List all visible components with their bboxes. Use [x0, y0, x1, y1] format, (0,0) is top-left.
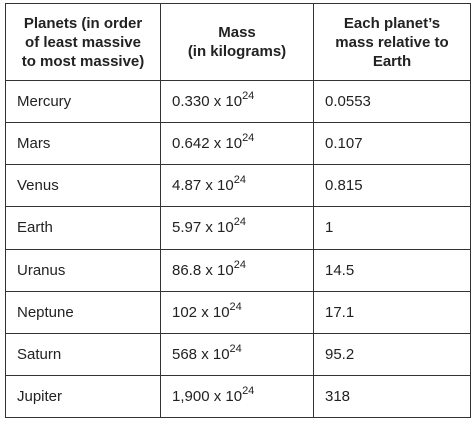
mass-base: 4.87 x 10	[172, 177, 234, 195]
header-line: Each planet’s	[343, 14, 441, 32]
mass-exponent: 24	[242, 132, 255, 145]
header-cell: Planets (in order of least massive to most…	[5, 3, 161, 81]
planet-table: Planets (in order of least massive to most…	[5, 3, 471, 419]
relative-mass-cell: 1	[313, 206, 471, 250]
mass-exponent: 24	[242, 90, 255, 103]
mass-exponent: 24	[242, 384, 255, 397]
mass-cell: 1,900 x 1024	[160, 374, 314, 419]
mass-cell: 5.97 x 1024	[160, 206, 314, 250]
mass-base: 568 x 10	[172, 345, 230, 363]
mass-cell: 0.642 x 1024	[160, 122, 314, 166]
mass-exponent: 24	[233, 258, 246, 271]
mass-base: 0.330 x 10	[172, 93, 243, 111]
relative-mass-cell: 17.1	[313, 290, 471, 334]
table-body: Mercury 0.330 x 1024 0.0553 Mars 0.642 x 102…	[5, 79, 471, 419]
planet-cell: Mars	[5, 122, 161, 166]
mass-base: 102 x 10	[172, 303, 230, 321]
table-row: Neptune 102 x 1024 17.1	[5, 290, 471, 334]
mass-base: 86.8 x 10	[172, 261, 234, 279]
table-row: Uranus 86.8 x 1024 14.5	[5, 248, 471, 292]
header-line: Planets (in order	[23, 14, 143, 32]
header-line: (in kilograms)	[187, 43, 287, 60]
table-row: Jupiter 1,900 x 1024 318	[5, 374, 471, 419]
relative-mass-cell: 0.815	[313, 164, 471, 208]
table-head: Planets (in order of least massive to most…	[5, 3, 471, 81]
mass-exponent: 24	[233, 174, 246, 187]
planet-cell: Earth	[5, 206, 161, 250]
header-line: Mass	[218, 24, 256, 41]
header-line: to most massive)	[21, 52, 145, 70]
planet-cell: Uranus	[5, 248, 161, 292]
relative-mass-cell: 318	[313, 374, 471, 419]
header-line: Earth	[372, 52, 412, 70]
planet-cell: Neptune	[5, 290, 161, 334]
mass-exponent: 24	[229, 342, 242, 355]
mass-cell: 568 x 1024	[160, 332, 314, 376]
table-row: Venus 4.87 x 1024 0.815	[5, 164, 471, 208]
header-line: mass relative to	[335, 33, 449, 51]
mass-cell: 4.87 x 1024	[160, 164, 314, 208]
mass-base: 1,900 x 10	[172, 387, 243, 405]
table-row: Mercury 0.330 x 1024 0.0553	[5, 79, 471, 124]
mass-exponent: 24	[233, 216, 246, 229]
table-row: Saturn 568 x 1024 95.2	[5, 332, 471, 376]
mass-exponent: 24	[229, 300, 242, 313]
table-row: Earth 5.97 x 1024 1	[5, 206, 471, 250]
header-cell: Each planet’s mass relative to Earth	[313, 3, 471, 81]
mass-cell: 0.330 x 1024	[160, 79, 314, 124]
planet-cell: Jupiter	[5, 374, 161, 419]
table-row: Mars 0.642 x 1024 0.107	[5, 122, 471, 166]
mass-cell: 86.8 x 1024	[160, 248, 314, 292]
header-row: Planets (in order of least massive to most…	[5, 3, 471, 81]
mass-cell: 102 x 1024	[160, 290, 314, 334]
header-cell: Mass (in kilograms)	[160, 3, 314, 81]
relative-mass-cell: 0.107	[313, 122, 471, 166]
mass-base: 5.97 x 10	[172, 219, 234, 237]
mass-base: 0.642 x 10	[172, 135, 243, 153]
planet-cell: Saturn	[5, 332, 161, 376]
planet-cell: Mercury	[5, 79, 161, 124]
relative-mass-cell: 14.5	[313, 248, 471, 292]
header-line: of least massive	[25, 33, 141, 51]
planet-cell: Venus	[5, 164, 161, 208]
relative-mass-cell: 0.0553	[313, 79, 471, 124]
relative-mass-cell: 95.2	[313, 332, 471, 376]
